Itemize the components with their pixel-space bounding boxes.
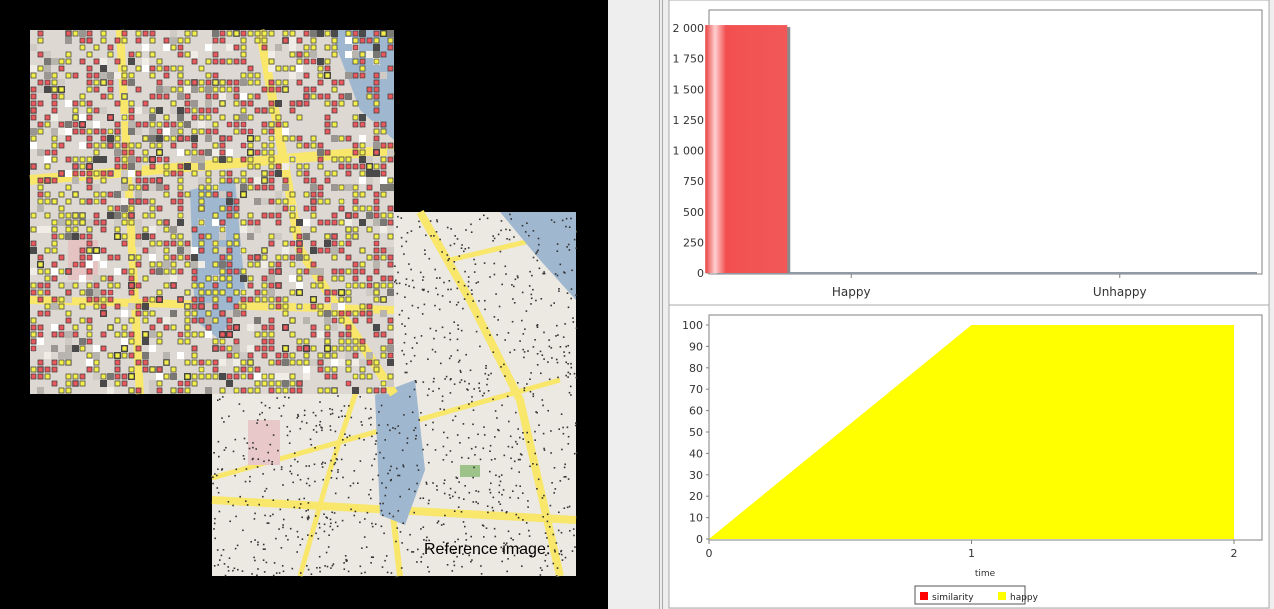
y-tick-label: 50 <box>689 426 703 439</box>
legend-swatch-similarity <box>920 592 928 600</box>
bar-happy <box>705 25 788 274</box>
happiness-bar-chart: 0 250 500 750 1 000 1 250 1 500 1 750 2 000 Happ… <box>668 0 1270 305</box>
y-tick-label: 100 <box>682 319 703 332</box>
split-pane-divider[interactable] <box>608 0 663 609</box>
y-tick-label: 750 <box>683 175 704 188</box>
simulation-view[interactable]: Reference image: <box>0 0 608 609</box>
y-tick-label: 0 <box>697 267 704 280</box>
reference-dots <box>212 213 578 578</box>
y-tick-label: 10 <box>689 512 703 525</box>
y-tick-label: 80 <box>689 362 703 375</box>
reference-label: Reference image: <box>424 541 551 558</box>
happy-over-time-chart: 0 10 20 30 40 50 60 70 80 90 100 0 1 2 time similari… <box>668 305 1270 609</box>
y-tick-label: 250 <box>683 236 704 249</box>
y-tick-label: 20 <box>689 490 703 503</box>
agents <box>30 30 394 394</box>
area-series-happy <box>709 325 1234 539</box>
y-tick-label: 1 250 <box>673 114 705 127</box>
y-tick-label: 0 <box>696 533 703 546</box>
bar-plot-area <box>708 9 1263 275</box>
y-tick-label: 60 <box>689 405 703 418</box>
x-axis-label: time <box>975 569 996 579</box>
y-tick-label: 90 <box>689 340 703 353</box>
simulation-map[interactable] <box>0 0 608 609</box>
agent-grid[interactable] <box>29 29 398 397</box>
y-tick-label: 1 000 <box>673 145 705 158</box>
x-tick-label: 2 <box>1231 547 1238 560</box>
x-tick-label: 1 <box>968 547 975 560</box>
x-category-label: Happy <box>832 285 871 299</box>
y-tick-label: 1 500 <box>673 83 705 96</box>
legend: similarity happy <box>914 585 1039 605</box>
x-tick-label: 0 <box>706 547 713 560</box>
y-tick-label: 70 <box>689 383 703 396</box>
legend-swatch-happy <box>998 592 1006 600</box>
y-tick-label: 1 750 <box>673 53 705 66</box>
legend-label-similarity: similarity <box>932 593 974 603</box>
y-tick-label: 500 <box>683 206 704 219</box>
legend-label-happy: happy <box>1010 593 1039 603</box>
y-tick-label: 30 <box>689 469 703 482</box>
y-tick-label: 40 <box>689 447 703 460</box>
x-category-label: Unhappy <box>1093 285 1147 299</box>
y-tick-label: 2 000 <box>673 22 705 35</box>
charts-panel: 0 250 500 750 1 000 1 250 1 500 1 750 2 000 Happ… <box>664 0 1274 609</box>
